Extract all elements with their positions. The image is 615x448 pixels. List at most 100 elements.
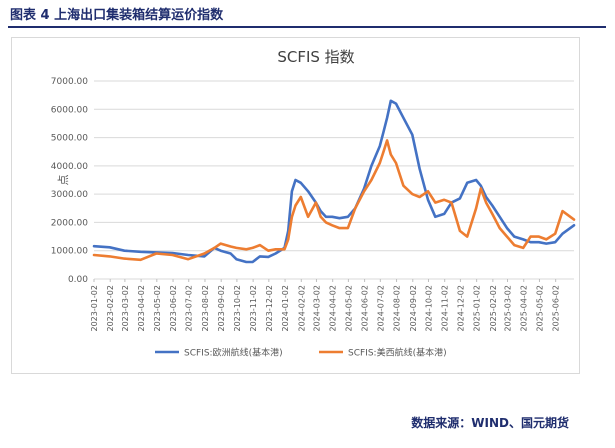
- x-tick-label: 2024-01-02: [281, 285, 290, 332]
- data-point: [530, 241, 532, 243]
- data-point: [434, 202, 436, 204]
- data-point: [283, 248, 286, 250]
- data-point: [480, 185, 482, 187]
- series-line-us-west: [92, 139, 576, 262]
- data-point: [230, 252, 232, 255]
- data-point: [267, 250, 269, 252]
- data-point: [382, 151, 385, 153]
- data-point: [386, 117, 388, 119]
- x-tick-label: 2025-05-02: [535, 285, 544, 332]
- source-note: 数据来源：WIND、国元期货: [411, 416, 569, 430]
- data-point: [522, 247, 524, 249]
- data-point: [245, 261, 247, 263]
- x-tick-label: 2023-11-02: [249, 285, 258, 332]
- data-point: [499, 216, 501, 218]
- x-tick-label: 2025-02-02: [489, 285, 498, 332]
- x-tick-label: 2023-05-02: [153, 285, 162, 332]
- data-point: [171, 252, 174, 254]
- data-point: [171, 254, 174, 256]
- data-point: [395, 162, 397, 164]
- x-tick-label: 2024-05-02: [344, 285, 353, 332]
- data-point: [291, 216, 293, 218]
- data-point: [354, 207, 356, 209]
- data-point: [513, 244, 515, 246]
- data-point: [291, 190, 293, 192]
- data-point: [123, 258, 125, 260]
- data-point: [331, 224, 333, 226]
- data-point: [554, 233, 556, 235]
- x-tick-label: 2023-01-02: [90, 285, 99, 332]
- figure-title: 图表 4 上海出口集装箱结算运价指数: [10, 8, 224, 23]
- data-point: [538, 241, 540, 243]
- data-point: [155, 252, 157, 255]
- data-point: [338, 217, 341, 219]
- data-point: [573, 219, 575, 221]
- x-tick-label: 2023-07-02: [185, 285, 194, 332]
- data-point: [370, 179, 372, 181]
- y-tick-label: 0.00: [68, 275, 88, 285]
- data-point: [315, 202, 317, 204]
- series-line-europe: [92, 99, 576, 264]
- data-point: [140, 259, 142, 261]
- x-tick-label: 2023-04-02: [137, 285, 146, 332]
- data-point: [307, 216, 309, 218]
- data-point: [411, 134, 413, 136]
- data-point: [123, 250, 125, 252]
- x-tick-label: 2023-10-02: [233, 285, 242, 332]
- data-point: [325, 221, 327, 223]
- data-point: [554, 241, 556, 243]
- legend-label: SCFIS:欧洲航线(基本港): [184, 347, 283, 359]
- data-point: [545, 238, 547, 240]
- x-tick-label: 2024-11-02: [441, 285, 450, 332]
- data-point: [545, 243, 547, 245]
- x-tick-label: 2023-09-02: [217, 285, 226, 332]
- data-point: [561, 210, 564, 212]
- data-point: [275, 248, 277, 250]
- data-point: [300, 182, 302, 184]
- data-point: [187, 258, 189, 260]
- data-point: [320, 216, 322, 218]
- data-point: [443, 199, 445, 201]
- x-tick-label: 2024-02-02: [297, 285, 306, 332]
- data-point: [338, 227, 341, 229]
- y-tick-label: 3000.00: [51, 190, 88, 200]
- legend-label: SCFIS:美西航线(基本港): [348, 347, 447, 359]
- data-point: [427, 190, 429, 192]
- data-point: [347, 227, 349, 229]
- data-point: [259, 244, 261, 246]
- x-tick-label: 2023-03-02: [121, 285, 130, 332]
- x-tick-label: 2025-06-02: [552, 285, 561, 332]
- x-tick-label: 2025-04-02: [520, 285, 529, 332]
- data-point: [331, 216, 333, 218]
- data-point: [379, 145, 381, 147]
- data-point: [252, 261, 254, 263]
- y-tick-label: 2000.00: [51, 218, 88, 228]
- data-point: [506, 236, 508, 238]
- x-tick-label: 2024-10-02: [424, 285, 433, 332]
- data-point: [363, 190, 365, 192]
- data-point: [459, 230, 461, 232]
- data-point: [300, 196, 302, 198]
- y-tick-label: 4000.00: [51, 162, 88, 172]
- data-point: [140, 251, 142, 253]
- data-point: [294, 179, 297, 181]
- data-point: [245, 248, 247, 250]
- data-point: [287, 238, 289, 240]
- data-point: [109, 255, 111, 257]
- title-rule: [8, 26, 606, 28]
- data-point: [485, 202, 487, 204]
- data-point: [379, 162, 381, 164]
- x-tick-label: 2023-02-02: [106, 285, 115, 332]
- x-tick-label: 2024-09-02: [409, 285, 418, 332]
- data-point: [386, 139, 388, 141]
- x-tick-label: 2024-06-02: [361, 285, 370, 332]
- data-point: [491, 204, 493, 207]
- x-tick-label: 2024-07-02: [376, 285, 385, 332]
- x-tick-label: 2023-08-02: [201, 285, 210, 332]
- chart-title: SCFIS 指数: [277, 48, 354, 66]
- data-point: [434, 216, 436, 218]
- data-point: [307, 190, 309, 192]
- data-point: [466, 182, 468, 184]
- data-point: [187, 254, 189, 256]
